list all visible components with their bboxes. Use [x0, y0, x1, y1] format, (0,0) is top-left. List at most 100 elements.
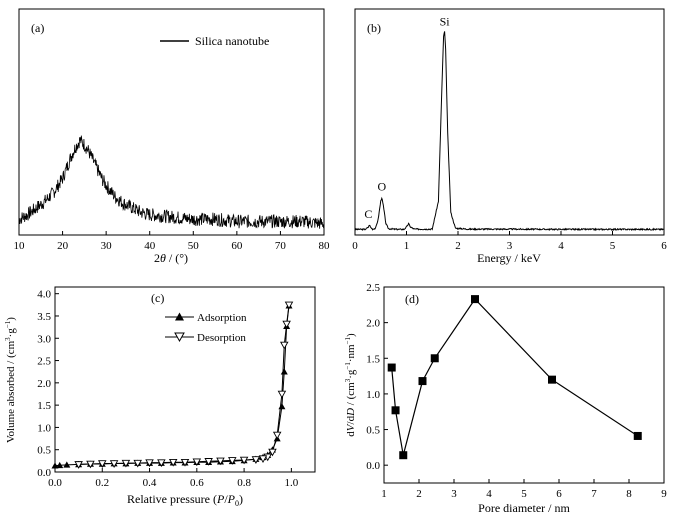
- panel-a-legend: Silica nanotube: [160, 34, 269, 48]
- y-tick-label: 2.5: [37, 356, 51, 368]
- desorption-point: [145, 459, 154, 468]
- panel-d-x-axis-label: Pore diameter / nm: [478, 501, 570, 515]
- x-tick-label: 70: [275, 240, 287, 252]
- y-tick-label: 0.5: [37, 445, 51, 457]
- desorption-point: [258, 455, 268, 464]
- panel-c-adsorption-line: [54, 305, 290, 467]
- y-tick-label: 3.5: [37, 311, 51, 323]
- panel-c-x-axis-label: Relative pressure (P/P0): [127, 492, 243, 508]
- x-tick-label: 4: [486, 488, 492, 500]
- x-tick-label: 5: [521, 488, 527, 500]
- panel-d-y-axis-label: dV/dD / (cm3·g−1·nm−1): [344, 333, 357, 437]
- desorption-point: [109, 460, 119, 468]
- peak-label-si: Si: [440, 15, 451, 29]
- legend-desorption-marker: [174, 332, 185, 343]
- x-tick-label: 4: [558, 240, 564, 252]
- desorption-point: [192, 458, 202, 467]
- x-tick-label: 0.8: [237, 477, 251, 489]
- desorption-point: [216, 457, 225, 466]
- panel-d: (d) 1 2 3 4 5 6 7 8 9 0.0 0.5 1.0 1.5 2.0 2.5 Pore dia…: [344, 282, 667, 515]
- pore-point: [430, 354, 439, 363]
- desorption-point: [98, 460, 107, 468]
- desorption-point: [157, 459, 166, 468]
- peak-label-c: C: [364, 207, 372, 221]
- desorption-point: [228, 457, 237, 465]
- adsorption-point: [56, 461, 64, 469]
- desorption-point: [86, 460, 95, 469]
- legend-desorption-label: Desorption: [197, 332, 246, 344]
- x-tick-label: 1.0: [284, 477, 298, 489]
- y-tick-label: 2.0: [366, 318, 380, 330]
- desorption-point: [280, 341, 289, 350]
- panel-d-axis-ticks: 1 2 3 4 5 6 7 8 9 0.0 0.5 1.0 1.5 2.0 2.5: [366, 282, 667, 500]
- adsorption-point: [63, 461, 71, 468]
- desorption-point: [204, 458, 213, 466]
- adsorption-point: [51, 462, 59, 469]
- panel-c-axis-ticks: 0.0 0.2 0.4 0.6 0.8 1.0 0.0 0.5 1.0 1.5 2.0 2.5 3.0 3…: [37, 289, 298, 489]
- y-tick-label: 0.0: [37, 467, 51, 479]
- pore-point: [633, 431, 642, 440]
- y-tick-label: 3.0: [37, 333, 51, 345]
- panel-b-peak-labels: CO Si: [364, 15, 450, 221]
- y-tick-label: 2.0: [37, 378, 51, 390]
- panel-b: (b) 0 1 2 3 4 5 6 CO Si Energy / keV: [352, 8, 667, 265]
- desorption-point: [180, 458, 190, 467]
- desorption-point: [133, 459, 142, 468]
- desorption-point: [251, 456, 261, 464]
- y-tick-label: 1.0: [37, 422, 51, 434]
- x-tick-label: 1: [381, 488, 387, 500]
- pore-point: [548, 375, 556, 384]
- desorption-point: [239, 456, 249, 465]
- x-tick-label: 2: [416, 488, 422, 500]
- pore-point: [387, 363, 396, 372]
- x-tick-label: 1: [404, 240, 410, 252]
- x-tick-label: 40: [144, 240, 156, 252]
- panel-c-adsorption-markers: [51, 302, 293, 469]
- peak-label-o: O: [377, 180, 386, 194]
- panel-d-markers: [387, 295, 642, 460]
- x-tick-label: 7: [591, 488, 597, 500]
- x-tick-label: 2: [455, 240, 461, 252]
- y-tick-label: 2.5: [366, 282, 380, 294]
- x-tick-label: 5: [610, 240, 616, 252]
- legend-adsorption-label: Adsorption: [197, 312, 247, 324]
- x-tick-label: 60: [231, 240, 243, 252]
- y-tick-label: 4.0: [37, 289, 51, 301]
- panel-a-frame: [18, 8, 325, 236]
- x-tick-label: 0: [352, 240, 358, 252]
- x-tick-label: 6: [556, 488, 562, 500]
- x-tick-label: 0.4: [143, 477, 157, 489]
- panel-c-label: (c): [151, 291, 164, 305]
- desorption-point: [284, 301, 294, 310]
- panel-c-desorption-line: [78, 304, 290, 465]
- panel-b-label: (b): [367, 21, 381, 35]
- desorption-point: [277, 390, 287, 399]
- x-tick-label: 3: [451, 488, 457, 500]
- x-tick-label: 6: [661, 240, 667, 252]
- panel-c-desorption-markers: [74, 301, 294, 469]
- pore-point: [471, 295, 479, 304]
- desorption-point: [272, 431, 282, 440]
- x-tick-label: 20: [57, 240, 69, 252]
- panel-b-frame: [354, 8, 665, 236]
- adsorption-point: [280, 368, 288, 375]
- adsorption-point: [278, 402, 286, 410]
- panel-d-series-line: [391, 298, 639, 456]
- panel-c-legend: Adsorption Desorption: [165, 312, 247, 344]
- panel-c-y-axis-label: Volume absorbed / (cm3·g−1): [4, 317, 17, 443]
- desorption-point: [282, 320, 291, 329]
- x-tick-label: 80: [319, 240, 331, 252]
- panel-a: (a) Silica nanotube 10 20 30 40 50 60 70 80 2θ …: [14, 8, 331, 265]
- desorption-point: [74, 461, 83, 469]
- desorption-point: [121, 459, 131, 468]
- x-tick-label: 0.0: [48, 477, 62, 489]
- y-tick-label: 0.5: [366, 425, 380, 437]
- panel-b-x-ticks: 0 1 2 3 4 5 6: [352, 231, 667, 252]
- x-tick-label: 30: [101, 240, 113, 252]
- panel-c: (c) 0.0 0.2 0.4 0.6 0.8 1.0 0.0 0.5 1.0 1.5 2.0 2.5…: [4, 286, 316, 508]
- panel-d-label: (d): [405, 292, 419, 306]
- desorption-point: [268, 448, 277, 457]
- x-tick-label: 0.6: [190, 477, 204, 489]
- x-tick-label: 8: [626, 488, 632, 500]
